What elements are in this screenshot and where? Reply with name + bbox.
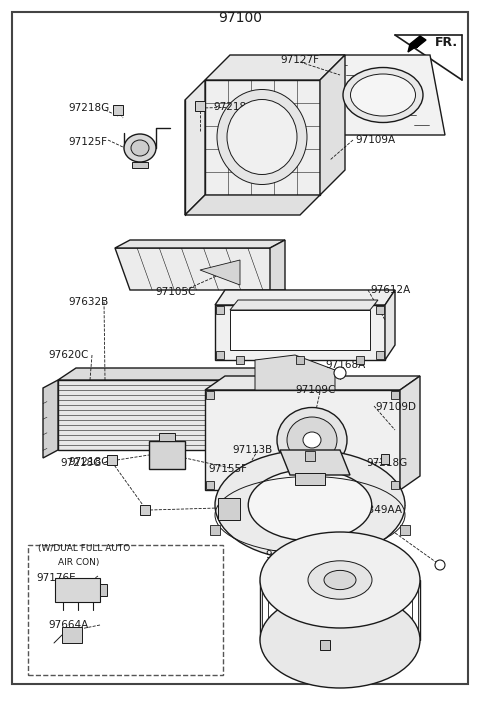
Polygon shape bbox=[215, 305, 385, 360]
Ellipse shape bbox=[324, 570, 356, 590]
Bar bbox=[216, 306, 224, 314]
Text: FR.: FR. bbox=[435, 35, 458, 49]
Text: 97109A: 97109A bbox=[355, 135, 395, 145]
Text: 97218G: 97218G bbox=[68, 457, 109, 467]
Text: 97125F: 97125F bbox=[68, 137, 107, 147]
Polygon shape bbox=[58, 368, 286, 380]
Polygon shape bbox=[149, 441, 185, 469]
Bar bbox=[400, 524, 409, 535]
Bar bbox=[195, 101, 205, 111]
Bar bbox=[216, 351, 224, 359]
Polygon shape bbox=[230, 310, 370, 350]
Ellipse shape bbox=[334, 367, 346, 379]
Polygon shape bbox=[230, 300, 378, 310]
Text: 97612A: 97612A bbox=[370, 285, 410, 295]
Text: AIR CON): AIR CON) bbox=[58, 558, 99, 567]
Bar bbox=[236, 356, 244, 364]
Polygon shape bbox=[43, 380, 58, 458]
Ellipse shape bbox=[131, 140, 149, 156]
Polygon shape bbox=[255, 355, 335, 390]
Text: 97113B: 97113B bbox=[232, 445, 272, 455]
Polygon shape bbox=[132, 162, 148, 168]
Ellipse shape bbox=[343, 68, 423, 122]
Text: 97100: 97100 bbox=[218, 11, 262, 25]
Ellipse shape bbox=[308, 561, 372, 599]
Bar bbox=[391, 391, 399, 399]
Bar bbox=[296, 356, 304, 364]
Ellipse shape bbox=[287, 417, 337, 463]
Polygon shape bbox=[215, 290, 395, 305]
Text: 97109D: 97109D bbox=[375, 402, 416, 412]
Polygon shape bbox=[185, 195, 320, 215]
Ellipse shape bbox=[350, 74, 416, 116]
Polygon shape bbox=[200, 260, 240, 285]
Polygon shape bbox=[218, 498, 240, 520]
Polygon shape bbox=[400, 376, 420, 490]
Ellipse shape bbox=[303, 432, 321, 448]
Text: 97218G: 97218G bbox=[265, 550, 306, 560]
Text: 97105C: 97105C bbox=[155, 287, 195, 297]
Text: 97620C: 97620C bbox=[48, 350, 88, 360]
Polygon shape bbox=[320, 55, 345, 195]
Polygon shape bbox=[205, 376, 420, 390]
Polygon shape bbox=[55, 578, 100, 602]
Ellipse shape bbox=[217, 89, 307, 184]
Text: 97664A: 97664A bbox=[48, 620, 88, 630]
Bar bbox=[295, 473, 325, 485]
Bar bbox=[107, 455, 117, 465]
Polygon shape bbox=[115, 248, 285, 290]
Polygon shape bbox=[280, 450, 350, 475]
Bar bbox=[356, 356, 364, 364]
Polygon shape bbox=[185, 80, 205, 215]
Text: 97218G: 97218G bbox=[68, 103, 109, 113]
Polygon shape bbox=[268, 368, 286, 450]
Ellipse shape bbox=[248, 470, 372, 541]
Polygon shape bbox=[270, 240, 285, 290]
Text: 97155F: 97155F bbox=[208, 464, 247, 474]
Bar bbox=[62, 627, 82, 643]
Bar bbox=[391, 481, 399, 489]
Text: 97116: 97116 bbox=[262, 500, 295, 510]
Bar bbox=[113, 105, 123, 115]
Ellipse shape bbox=[277, 408, 347, 472]
Bar bbox=[376, 306, 384, 314]
Text: 97127F: 97127F bbox=[280, 55, 319, 65]
Text: 97176E: 97176E bbox=[36, 573, 76, 583]
Text: 97218G: 97218G bbox=[60, 458, 101, 468]
Bar bbox=[305, 451, 315, 460]
Polygon shape bbox=[205, 80, 320, 195]
Ellipse shape bbox=[124, 134, 156, 162]
Polygon shape bbox=[385, 290, 395, 360]
Text: (W/DUAL FULL AUTO: (W/DUAL FULL AUTO bbox=[38, 543, 130, 553]
Text: 97168A: 97168A bbox=[325, 360, 365, 370]
Polygon shape bbox=[408, 36, 426, 52]
Bar bbox=[206, 391, 214, 399]
Text: 1349AA: 1349AA bbox=[362, 505, 403, 515]
Text: 97632B: 97632B bbox=[68, 297, 108, 307]
Text: 97218G: 97218G bbox=[366, 458, 407, 468]
Bar bbox=[140, 505, 150, 515]
Bar bbox=[206, 481, 214, 489]
Ellipse shape bbox=[227, 99, 297, 175]
Polygon shape bbox=[159, 433, 175, 441]
Bar bbox=[376, 351, 384, 359]
Polygon shape bbox=[205, 55, 345, 80]
Bar bbox=[210, 524, 220, 535]
Bar bbox=[28, 545, 223, 675]
Text: 97218G: 97218G bbox=[213, 102, 254, 112]
Polygon shape bbox=[115, 240, 285, 248]
Ellipse shape bbox=[435, 560, 445, 570]
Bar bbox=[320, 640, 330, 650]
Ellipse shape bbox=[260, 592, 420, 688]
Polygon shape bbox=[205, 390, 400, 490]
Polygon shape bbox=[58, 380, 268, 450]
Polygon shape bbox=[100, 584, 107, 596]
Polygon shape bbox=[320, 55, 445, 135]
Ellipse shape bbox=[215, 450, 405, 560]
Text: 97109C: 97109C bbox=[295, 385, 336, 395]
Bar bbox=[381, 454, 389, 464]
Ellipse shape bbox=[260, 532, 420, 628]
